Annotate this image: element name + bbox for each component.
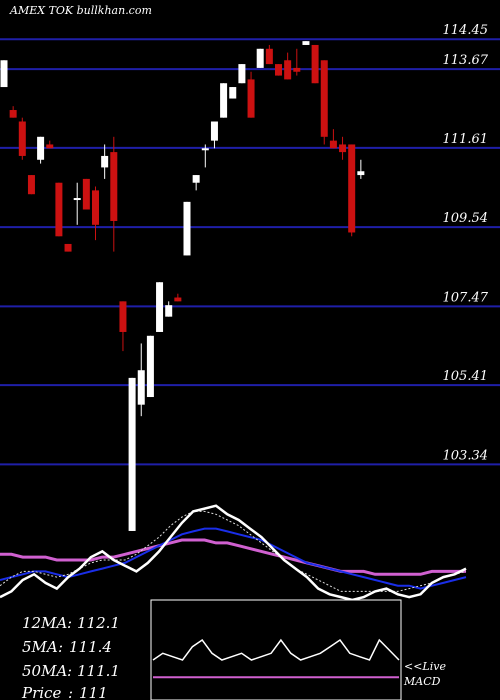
candle-body-8 — [73, 198, 81, 201]
series-blue — [0, 527, 467, 590]
stat-value-50ma: 111.1 — [77, 662, 120, 680]
y-tick-label-3: 109.54 — [443, 211, 489, 226]
stats-block: 12MA : 112.1 5MA : 111.4 50MA : 111.1 Pr… — [21, 614, 120, 700]
stat-sep-50ma: : — [67, 662, 72, 680]
candle-body-12 — [110, 152, 118, 221]
y-tick-label-2: 111.61 — [443, 132, 489, 147]
stat-value-5ma: 111.4 — [69, 638, 112, 656]
candle-body-9 — [82, 178, 90, 210]
candle-body-38 — [348, 144, 356, 233]
y-tick-label-1: 113.67 — [443, 53, 489, 68]
candle-body-24 — [220, 83, 228, 118]
stat-label-5ma: 5MA — [22, 638, 58, 656]
candle-body-26 — [238, 64, 246, 84]
candle-body-18 — [165, 305, 173, 317]
y-tick-labels: 114.45 113.67 111.61 109.54 107.47 105.41 103.… — [443, 23, 489, 463]
series-white — [0, 504, 467, 602]
candle-body-35 — [320, 60, 328, 137]
stat-label-price: Price — [21, 684, 61, 700]
candle-body-33 — [302, 41, 310, 45]
candle-body-19 — [174, 297, 182, 302]
candle-body-3 — [27, 175, 35, 195]
candle-body-30 — [275, 64, 282, 76]
candle-body-34 — [311, 44, 319, 84]
candle-body-13 — [119, 301, 127, 332]
stat-label-50ma: 50MA — [22, 662, 67, 680]
series-magenta — [0, 538, 466, 576]
candle-body-37 — [339, 144, 347, 153]
candles — [0, 41, 365, 531]
candle-body-27 — [247, 79, 255, 118]
candle-body-0 — [0, 60, 8, 88]
candle-body-2 — [18, 121, 26, 156]
candle-body-5 — [46, 144, 54, 149]
stat-sep-5ma: : — [58, 638, 63, 656]
candle-body-21 — [192, 175, 200, 183]
macd-frame — [150, 599, 402, 700]
source-label: AMEX TOK bullkhan.com — [9, 4, 152, 17]
live-label: <<Live — [404, 660, 446, 673]
candle-body-25 — [229, 87, 237, 99]
candle-body-28 — [256, 48, 264, 68]
candle-body-10 — [92, 190, 99, 225]
indicator-panel — [0, 504, 467, 602]
candle-body-22 — [201, 148, 209, 151]
candle-body-7 — [64, 243, 72, 252]
candle-body-32 — [293, 67, 301, 72]
candle-body-29 — [265, 48, 273, 65]
y-tick-label-4: 107.47 — [443, 290, 489, 305]
candle-body-11 — [101, 155, 109, 168]
candle-body-31 — [284, 60, 292, 80]
candle-body-6 — [55, 182, 63, 237]
candle-body-14 — [128, 377, 136, 531]
candle-body-17 — [156, 282, 164, 332]
y-tick-label-0: 114.45 — [443, 23, 489, 38]
y-tick-label-6: 103.34 — [443, 448, 489, 463]
candle-body-20 — [183, 201, 191, 256]
candle-body-23 — [210, 121, 218, 141]
stat-value-12ma: 112.1 — [77, 614, 120, 632]
macd-line — [152, 638, 400, 661]
candle-body-39 — [357, 171, 365, 176]
stat-label-12ma: 12MA — [22, 614, 67, 632]
stat-sep-price: : — [68, 684, 73, 700]
stat-value-price: 111 — [79, 684, 108, 700]
candle-body-15 — [137, 370, 145, 405]
candle-body-4 — [37, 136, 45, 160]
stat-sep-12ma: : — [67, 614, 72, 632]
macd-label: MACD — [403, 675, 441, 688]
candle-body-16 — [146, 335, 154, 398]
candle-body-1 — [9, 110, 17, 118]
candle-body-36 — [329, 140, 337, 149]
macd-inset — [150, 599, 402, 700]
series-dashed — [0, 510, 467, 592]
y-tick-label-5: 105.41 — [443, 369, 489, 384]
grid-lines — [0, 38, 500, 466]
